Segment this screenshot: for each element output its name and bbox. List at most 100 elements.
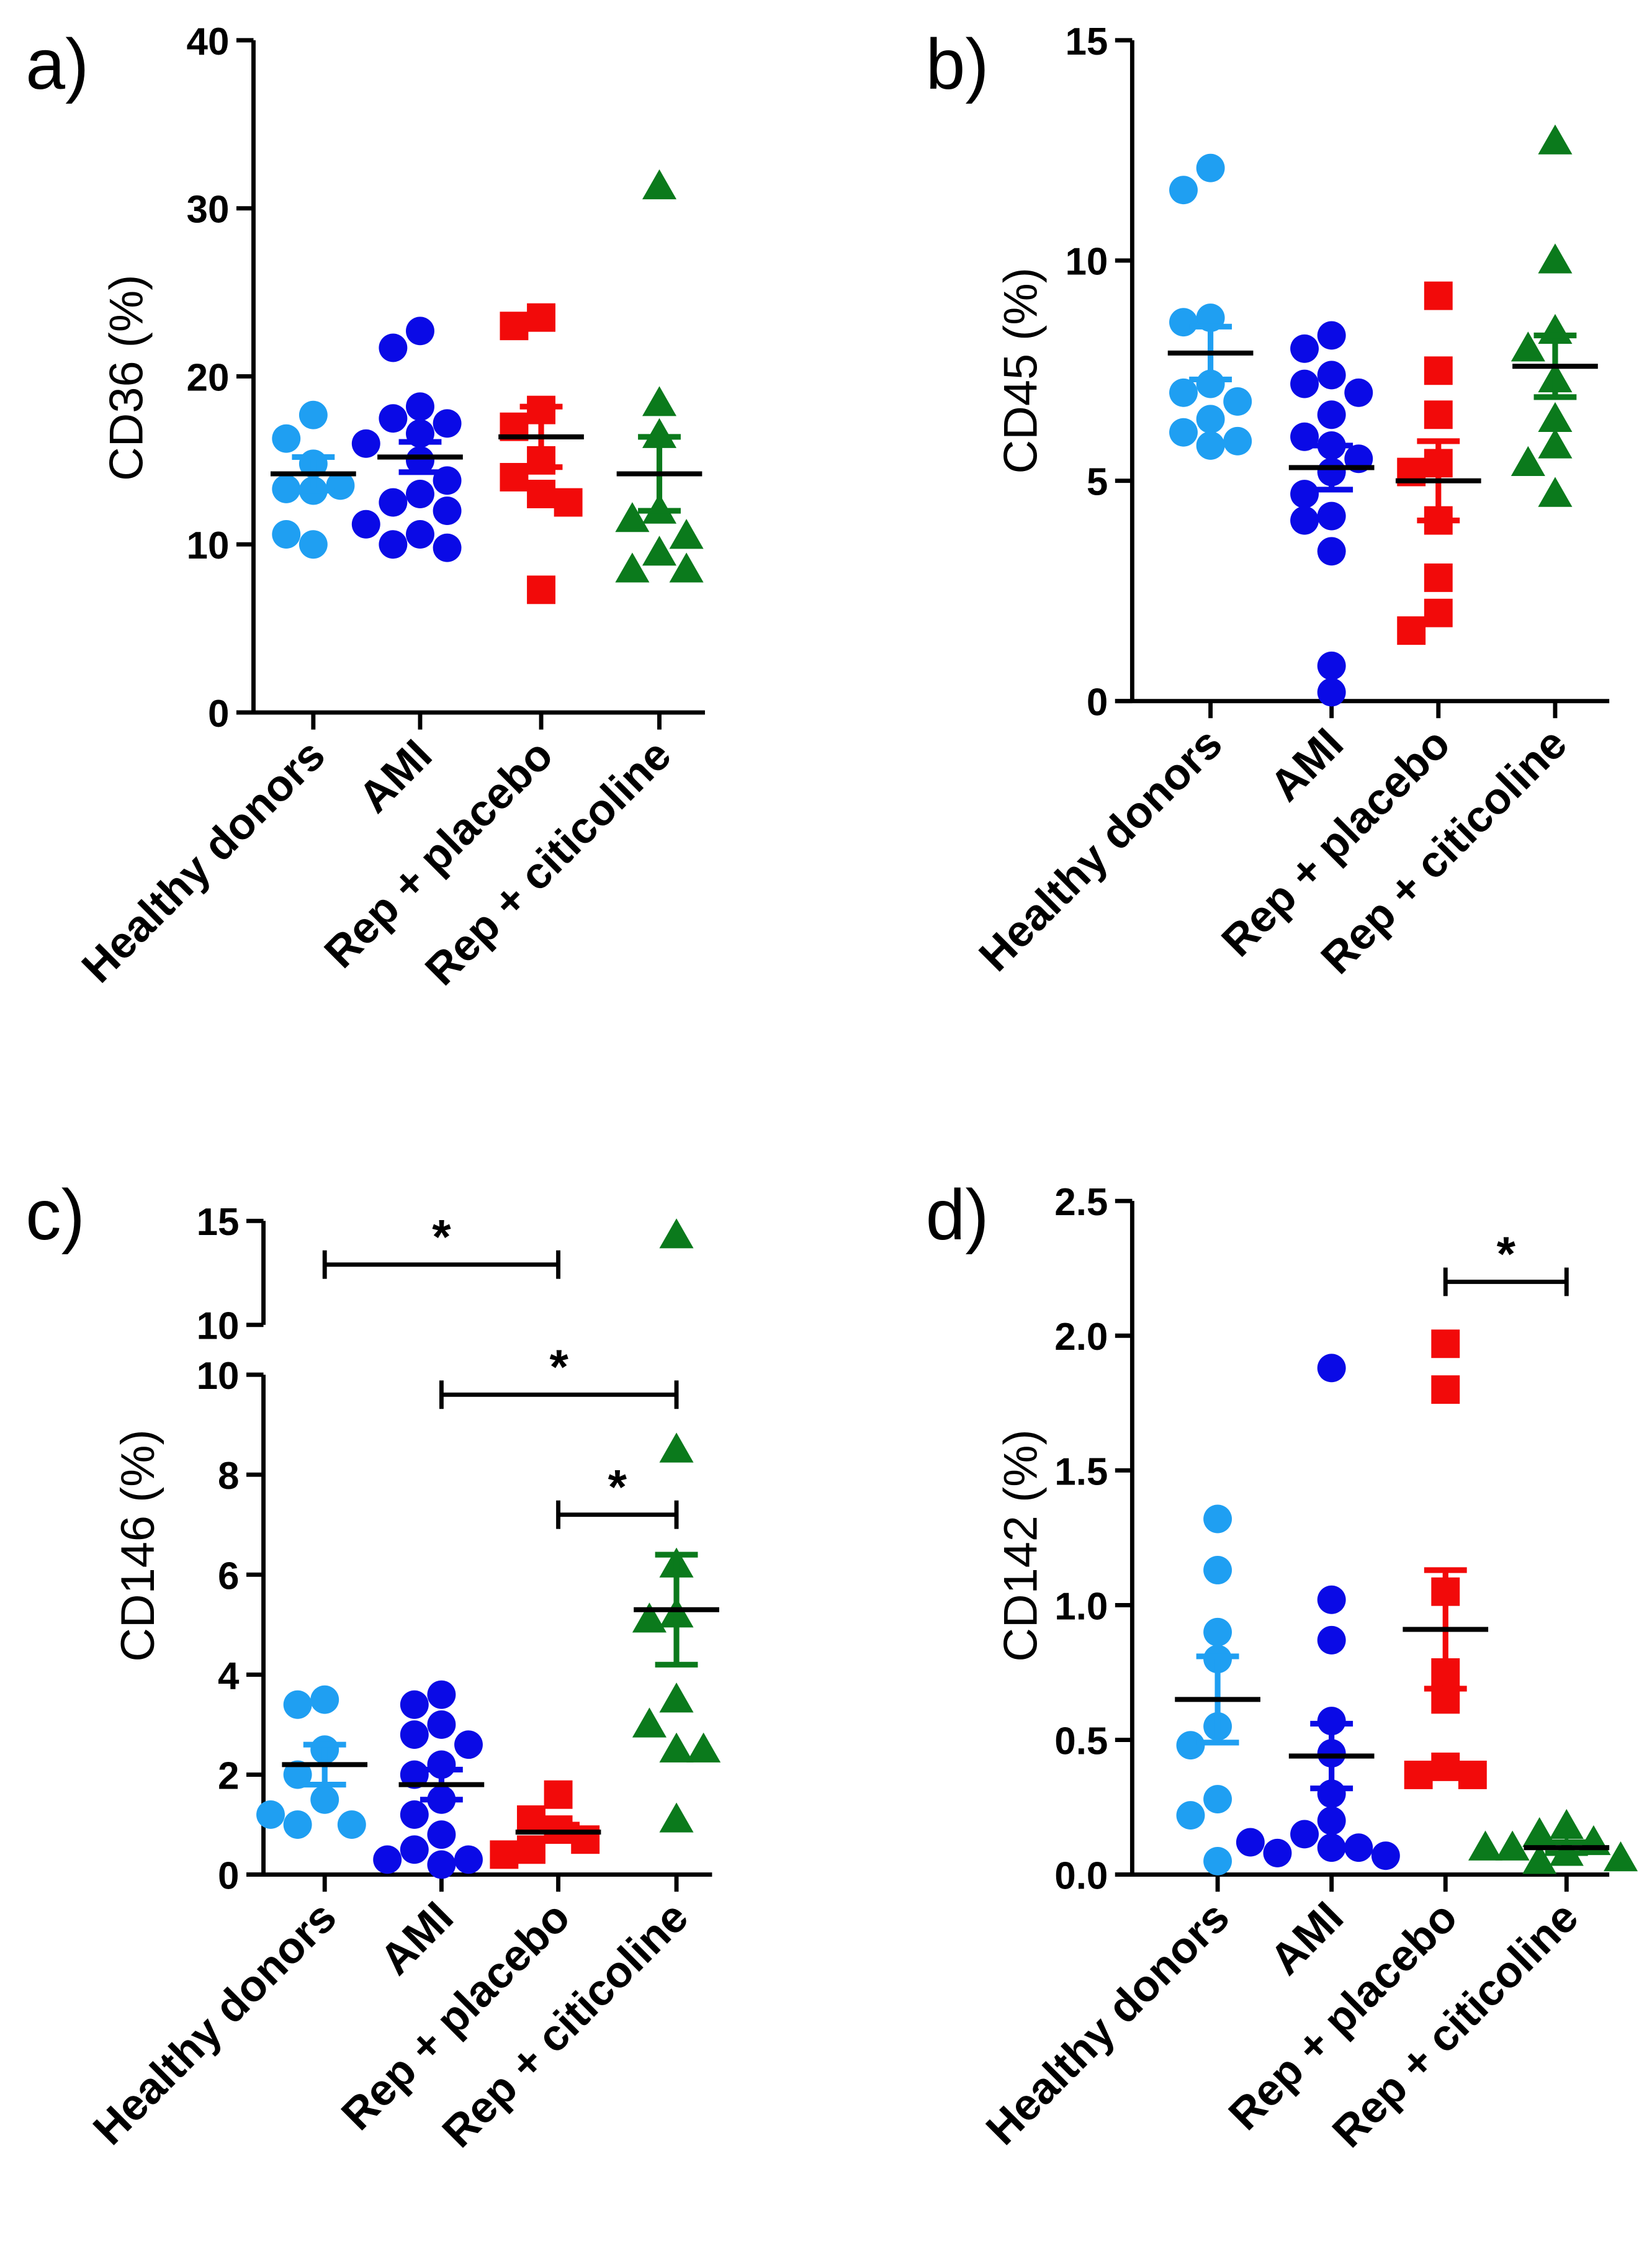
data-point bbox=[1290, 506, 1319, 535]
series-ami bbox=[1236, 1354, 1400, 1870]
data-point bbox=[1424, 400, 1453, 429]
data-point bbox=[1538, 477, 1573, 507]
data-point bbox=[1424, 356, 1453, 385]
y-tick-label: 2.0 bbox=[1054, 1316, 1108, 1359]
data-point bbox=[433, 533, 462, 562]
data-point bbox=[406, 392, 434, 421]
data-point bbox=[351, 429, 380, 458]
data-point bbox=[256, 1800, 285, 1829]
data-point bbox=[527, 480, 555, 508]
data-point bbox=[1290, 480, 1319, 508]
x-tick-label: Healthy donors bbox=[970, 719, 1232, 981]
data-point bbox=[373, 1845, 402, 1874]
data-point bbox=[1196, 153, 1225, 182]
data-point bbox=[1317, 1585, 1346, 1614]
data-point bbox=[1169, 176, 1198, 205]
x-tick-label: AMI bbox=[1261, 719, 1353, 811]
x-tick-label: Healthy donors bbox=[84, 1892, 346, 2154]
data-point bbox=[1317, 501, 1346, 531]
data-point bbox=[1263, 1838, 1292, 1867]
data-point bbox=[615, 552, 650, 583]
data-point bbox=[427, 1710, 456, 1739]
data-point bbox=[1290, 334, 1319, 363]
data-point bbox=[490, 1840, 519, 1869]
series-rep-placebo bbox=[490, 1780, 601, 1869]
x-tick-label: AMI bbox=[1261, 1892, 1353, 1984]
data-point bbox=[1344, 1833, 1373, 1862]
data-point bbox=[400, 1690, 429, 1719]
y-axis-label: CD36 (%) bbox=[100, 275, 153, 481]
x-tick-label: Healthy donors bbox=[977, 1892, 1239, 2154]
significance-label: * bbox=[1497, 1226, 1516, 1281]
y-tick-label: 2.5 bbox=[1054, 1181, 1108, 1224]
series-rep-citicoline bbox=[1511, 124, 1598, 507]
y-tick-label: 0.0 bbox=[1054, 1855, 1108, 1898]
series-healthy-donors bbox=[271, 400, 356, 559]
data-point bbox=[1203, 1617, 1232, 1646]
data-point bbox=[1317, 1354, 1346, 1383]
data-point bbox=[299, 530, 328, 559]
panel-letter: d) bbox=[926, 1175, 989, 1255]
data-point bbox=[544, 1780, 573, 1809]
data-point bbox=[1203, 1846, 1232, 1875]
data-point bbox=[1169, 308, 1198, 337]
series-rep-placebo bbox=[1403, 1329, 1489, 1789]
data-point bbox=[642, 386, 677, 416]
data-point bbox=[1511, 446, 1545, 476]
y-tick-label: 0.5 bbox=[1054, 1720, 1108, 1763]
series-rep-citicoline bbox=[632, 1218, 721, 1833]
x-tick-label: Healthy donors bbox=[73, 730, 334, 992]
y-tick-label: 1.5 bbox=[1054, 1450, 1108, 1493]
panel-letter: c) bbox=[25, 1175, 85, 1255]
data-point bbox=[686, 1732, 721, 1763]
y-tick-label: 6 bbox=[218, 1555, 239, 1597]
data-point bbox=[527, 303, 555, 332]
data-point bbox=[427, 1680, 456, 1709]
y-axis-label: CD142 (%) bbox=[995, 1429, 1048, 1662]
series-healthy-donors bbox=[256, 1685, 368, 1839]
data-point bbox=[1290, 1820, 1319, 1849]
data-point bbox=[1468, 1830, 1503, 1861]
series-rep-placebo bbox=[1395, 281, 1481, 645]
data-point bbox=[1196, 431, 1225, 460]
data-point bbox=[1169, 378, 1198, 407]
data-point bbox=[1317, 1625, 1346, 1655]
data-point bbox=[669, 519, 704, 549]
data-point bbox=[272, 474, 301, 503]
data-point bbox=[379, 404, 408, 433]
data-point bbox=[1344, 378, 1373, 407]
data-point bbox=[1317, 537, 1346, 566]
data-point bbox=[1203, 1785, 1232, 1813]
data-point bbox=[1169, 418, 1198, 447]
y-tick-label: 10 bbox=[197, 1305, 240, 1348]
y-tick-label: 1.0 bbox=[1054, 1585, 1108, 1628]
data-point bbox=[427, 1820, 456, 1849]
data-point bbox=[1511, 331, 1545, 362]
data-point bbox=[669, 552, 704, 583]
data-point bbox=[1290, 369, 1319, 398]
series-ami bbox=[373, 1680, 485, 1879]
data-point bbox=[1549, 1808, 1584, 1839]
data-point bbox=[1371, 1841, 1400, 1870]
data-point bbox=[454, 1730, 483, 1759]
x-tick-label: AMI bbox=[371, 1892, 463, 1984]
data-point bbox=[527, 575, 555, 604]
data-point bbox=[1424, 281, 1453, 310]
panel-letter: a) bbox=[25, 25, 89, 104]
data-point bbox=[659, 1732, 694, 1763]
significance-label: * bbox=[432, 1209, 451, 1264]
data-point bbox=[1538, 428, 1573, 459]
data-point bbox=[337, 1810, 366, 1839]
data-point bbox=[1196, 405, 1225, 434]
data-point bbox=[283, 1810, 312, 1839]
data-point bbox=[517, 1805, 545, 1834]
data-point bbox=[642, 536, 677, 566]
data-point bbox=[642, 418, 677, 448]
x-tick-label: AMI bbox=[349, 730, 441, 822]
series-rep-citicoline bbox=[615, 169, 704, 583]
y-tick-label: 10 bbox=[187, 524, 230, 567]
y-tick-label: 0 bbox=[218, 1855, 239, 1898]
series-healthy-donors bbox=[1167, 153, 1254, 460]
